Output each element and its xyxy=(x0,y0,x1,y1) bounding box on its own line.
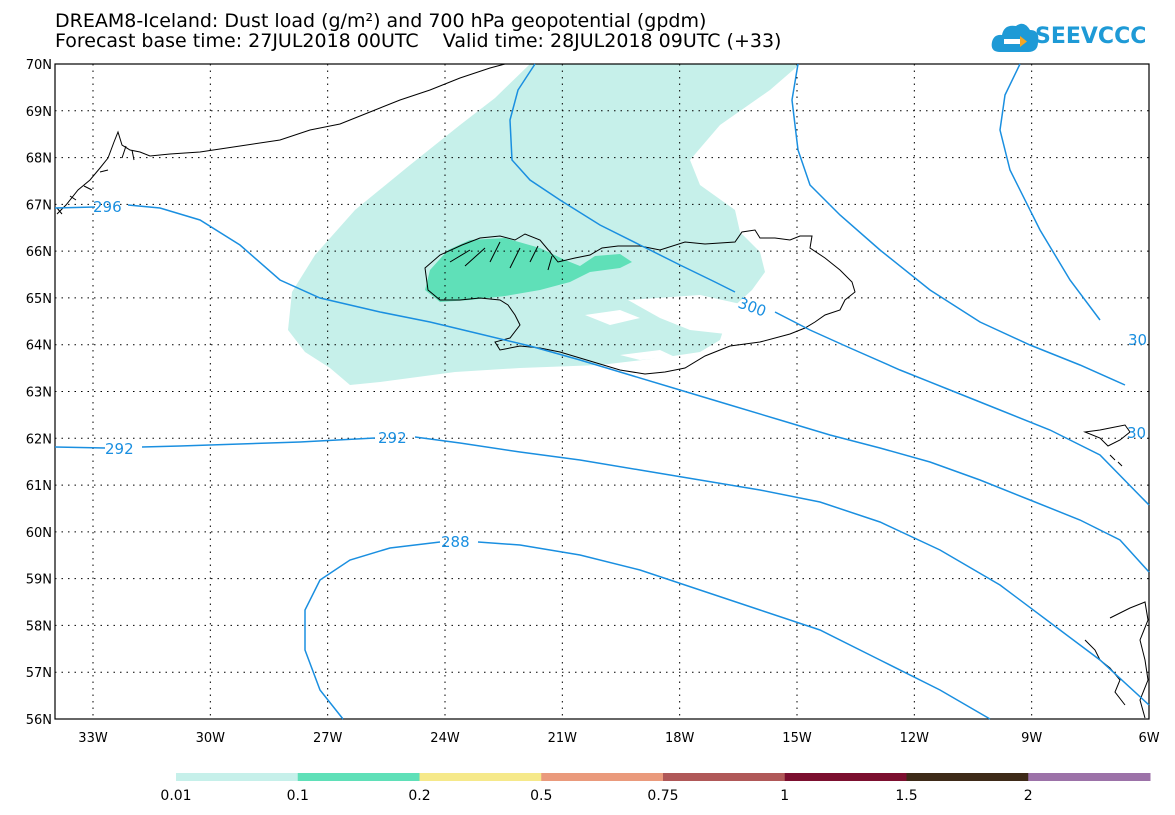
latitude-label: 70N xyxy=(26,58,52,73)
contour-296 xyxy=(54,204,1150,573)
longitude-label: 24W xyxy=(430,731,460,746)
faroe-islands xyxy=(1083,424,1131,447)
latitude-label: 68N xyxy=(26,152,52,167)
colorbar-tick-label: 0.01 xyxy=(160,788,191,804)
longitude-label: 12W xyxy=(900,731,930,746)
latitude-label: 57N xyxy=(26,666,52,681)
contour-300 xyxy=(509,63,1150,506)
contour-label-296: 296 xyxy=(93,198,122,216)
colorbar-segment xyxy=(906,773,1029,781)
geopotential-contours xyxy=(54,63,1150,720)
colorbar-tick-label: 0.5 xyxy=(530,788,552,804)
colorbar-segment xyxy=(297,773,420,781)
coastlines xyxy=(56,63,1149,719)
colorbar-segment xyxy=(176,773,299,781)
latitude-label: 67N xyxy=(26,198,52,213)
no-dust-gap xyxy=(620,350,675,360)
longitude-labels: 33W 30W 27W 24W 21W 18W 15W 12W 9W 6W xyxy=(78,731,1159,746)
longitude-label: 15W xyxy=(782,731,812,746)
colorbar-segment xyxy=(1028,773,1151,781)
contour-292 xyxy=(54,436,1150,706)
contour-300-east xyxy=(791,63,1126,386)
logo-text: SEEVCCC xyxy=(1035,24,1147,49)
contour-288 xyxy=(304,541,991,720)
latitude-labels: 70N 69N 68N 67N 66N 65N 64N 63N 62N 61N 60N 59N 58N 5… xyxy=(26,58,52,728)
colorbar-tick-label: 1 xyxy=(780,788,789,804)
longitude-label: 18W xyxy=(665,731,695,746)
no-dust-gap xyxy=(628,295,760,335)
cloud-logo-icon xyxy=(991,23,1039,52)
colorbar-segment xyxy=(784,773,907,781)
dust-region-mid xyxy=(425,238,632,302)
contour-label-292-center: 292 xyxy=(378,429,407,447)
longitude-label: 6W xyxy=(1138,731,1159,746)
longitude-label: 30W xyxy=(196,731,226,746)
no-dust-gap xyxy=(585,310,640,325)
latitude-label: 62N xyxy=(26,432,52,447)
latitude-label: 59N xyxy=(26,573,52,588)
latitude-label: 61N xyxy=(26,479,52,494)
contour-label-30a: 30 xyxy=(1128,331,1147,349)
longitude-label: 27W xyxy=(313,731,343,746)
colorbar-tick-label: 0.2 xyxy=(408,788,430,804)
latitude-label: 65N xyxy=(26,292,52,307)
map-subtitle: Forecast base time: 27JUL2018 00UTC Vali… xyxy=(55,30,782,52)
colorbar-tick-label: 1.5 xyxy=(895,788,917,804)
contour-label-288: 288 xyxy=(441,533,470,551)
contour-304 xyxy=(999,63,1101,321)
scotland-coast xyxy=(1084,601,1149,719)
colorbar-segment xyxy=(663,773,786,781)
graticule xyxy=(55,64,1149,719)
contour-label-292-west: 292 xyxy=(105,440,134,458)
colorbar-tick-label: 0.1 xyxy=(287,788,309,804)
latitude-label: 60N xyxy=(26,526,52,541)
longitude-label: 21W xyxy=(548,731,578,746)
contour-label-30b: 30 xyxy=(1127,424,1146,442)
latitude-label: 58N xyxy=(26,619,52,634)
iceland-coast xyxy=(424,229,856,375)
latitude-label: 69N xyxy=(26,105,52,120)
longitude-label: 9W xyxy=(1021,731,1042,746)
latitude-label: 66N xyxy=(26,245,52,260)
latitude-label: 56N xyxy=(26,713,52,728)
longitude-label: 33W xyxy=(78,731,108,746)
map-title: DREAM8-Iceland: Dust load (g/m²) and 700… xyxy=(55,10,707,32)
colorbar-tick-label: 2 xyxy=(1024,788,1033,804)
colorbar-segment xyxy=(541,773,664,781)
latitude-label: 64N xyxy=(26,339,52,354)
colorbar-segment xyxy=(419,773,542,781)
colorbar-tick-label: 0.75 xyxy=(647,788,678,804)
greenland-coast xyxy=(56,63,506,215)
colorbar: 0.01 0.1 0.2 0.5 0.75 1 1.5 2 xyxy=(160,773,1151,804)
dust-region-low xyxy=(288,64,800,385)
latitude-label: 63N xyxy=(26,386,52,401)
